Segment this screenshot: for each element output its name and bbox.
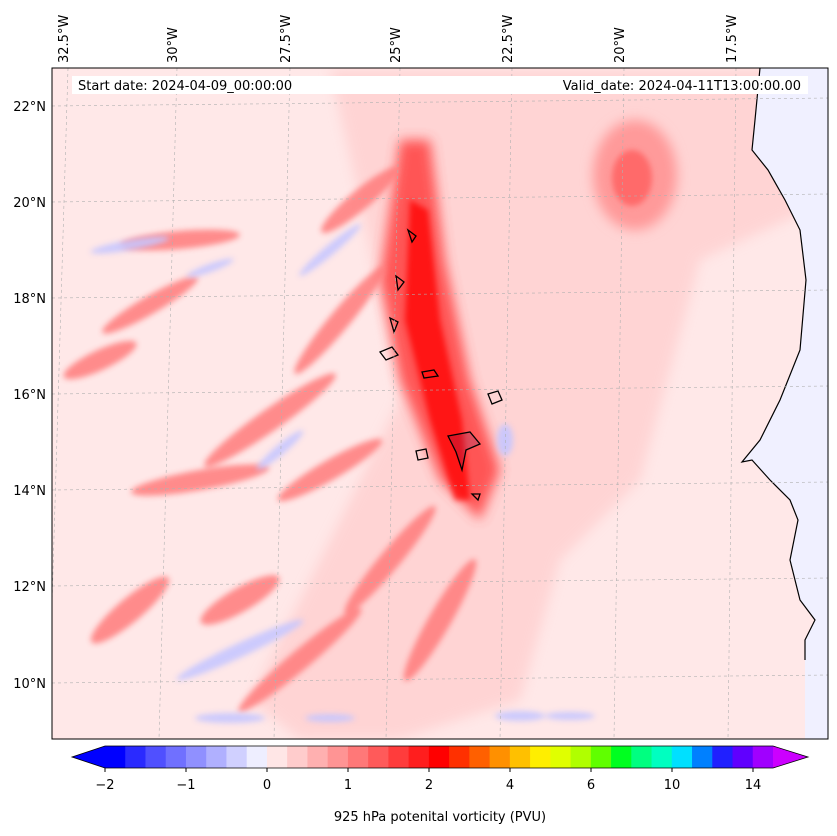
map-panel: Start date: 2024-04-09_00:00:00 Valid_da… xyxy=(51,67,829,740)
gridlines xyxy=(52,68,828,739)
coastline xyxy=(740,68,816,660)
valid-date-label: Valid_date: 2024-04-11T13:00:00.00 xyxy=(563,79,801,94)
pv-main-band-core xyxy=(405,200,470,500)
lon-label: 32.5°W xyxy=(57,15,72,63)
colorbar-swatch xyxy=(651,746,673,768)
colorbar-swatch xyxy=(570,746,592,768)
lon-label: 30°W xyxy=(166,27,181,63)
colorbar-swatch xyxy=(185,746,207,768)
colorbar-swatch xyxy=(732,746,754,768)
pv-field xyxy=(63,68,828,739)
lon-label: 17.5°W xyxy=(725,15,740,63)
colorbar-swatch xyxy=(550,746,572,768)
colorbar-swatch xyxy=(712,746,734,768)
colorbar-swatch xyxy=(266,746,288,768)
meridian-line xyxy=(385,68,401,739)
colorbar-swatch xyxy=(145,746,167,768)
lat-label: 20°N xyxy=(13,196,46,211)
colorbar-swatch xyxy=(509,746,531,768)
colorbar-swatch xyxy=(327,746,349,768)
longitude-labels: 32.5°W 30°W 27.5°W 25°W 22.5°W 20°W 17.5… xyxy=(57,15,740,63)
colorbar-swatch xyxy=(287,746,308,768)
colorbar-tick-label: 14 xyxy=(745,778,762,793)
meridian-line xyxy=(727,68,737,739)
colorbar-swatch xyxy=(347,746,369,768)
islands xyxy=(378,228,503,502)
pv-anomaly-northeast-core xyxy=(612,150,652,206)
colorbar-tick-label: 4 xyxy=(506,778,514,793)
lon-label: 25°W xyxy=(389,27,404,63)
colorbar-swatch xyxy=(105,746,126,768)
colorbar-tick-label: 1 xyxy=(344,778,352,793)
colorbar-swatch xyxy=(469,746,491,768)
colorbar-tick-label: −1 xyxy=(176,778,195,793)
colorbar-swatch xyxy=(206,746,227,768)
colorbar-swatch xyxy=(692,746,713,768)
colorbar-tick-label: 2 xyxy=(425,778,433,793)
lat-label: 22°N xyxy=(13,100,46,115)
colorbar-swatch xyxy=(671,746,693,768)
meridian-line xyxy=(158,68,178,739)
lat-label: 16°N xyxy=(13,388,46,403)
colorbar-label: 925 hPa potenital vorticity (PVU) xyxy=(334,810,546,825)
colorbar-swatch xyxy=(428,746,450,768)
colorbar-swatch xyxy=(246,746,268,768)
lat-label: 12°N xyxy=(13,580,46,595)
colorbar-tick-label: 10 xyxy=(664,778,681,793)
colorbar-swatches xyxy=(105,746,774,768)
latitude-labels: 22°N 20°N 18°N 16°N 14°N 12°N 10°N xyxy=(13,100,46,692)
colorbar-tick-label: −2 xyxy=(95,778,114,793)
colorbar-extend-low xyxy=(72,746,105,768)
info-bar xyxy=(72,76,808,94)
lon-label: 20°W xyxy=(613,27,628,63)
colorbar-swatch xyxy=(530,746,551,768)
colorbar-swatch xyxy=(449,746,470,768)
lat-label: 14°N xyxy=(13,484,46,499)
meridian-line xyxy=(613,68,625,739)
colorbar-swatch xyxy=(307,746,329,768)
colorbar-swatch xyxy=(165,746,187,768)
lat-label: 18°N xyxy=(13,292,46,307)
colorbar-swatch xyxy=(226,746,248,768)
colorbar-swatch xyxy=(752,746,774,768)
colorbar-swatch xyxy=(590,746,612,768)
colorbar-tick-label: 6 xyxy=(587,778,595,793)
colorbar-ticks xyxy=(104,768,754,772)
meridian-line xyxy=(499,68,513,739)
colorbar-swatch xyxy=(489,746,511,768)
lon-label: 22.5°W xyxy=(501,15,516,63)
start-date-label: Start date: 2024-04-09_00:00:00 xyxy=(78,79,292,94)
colorbar-swatch xyxy=(611,746,632,768)
colorbar-swatch xyxy=(408,746,430,768)
colorbar-swatch xyxy=(368,746,389,768)
colorbar-swatch xyxy=(631,746,653,768)
map-frame xyxy=(51,67,829,740)
colorbar: −2 −1 0 1 2 4 6 10 14 925 hPa potenital … xyxy=(70,745,810,825)
lat-label: 10°N xyxy=(13,677,46,692)
land-region xyxy=(742,68,828,739)
colorbar-swatch xyxy=(125,746,146,768)
colorbar-extend-high xyxy=(773,746,808,768)
pv-negative-streaks xyxy=(90,224,595,723)
lon-label: 27.5°W xyxy=(279,15,294,63)
meridian-line xyxy=(273,68,291,739)
colorbar-tick-label: 0 xyxy=(263,778,271,793)
pv-streaks xyxy=(63,166,477,712)
colorbar-swatch xyxy=(388,746,410,768)
